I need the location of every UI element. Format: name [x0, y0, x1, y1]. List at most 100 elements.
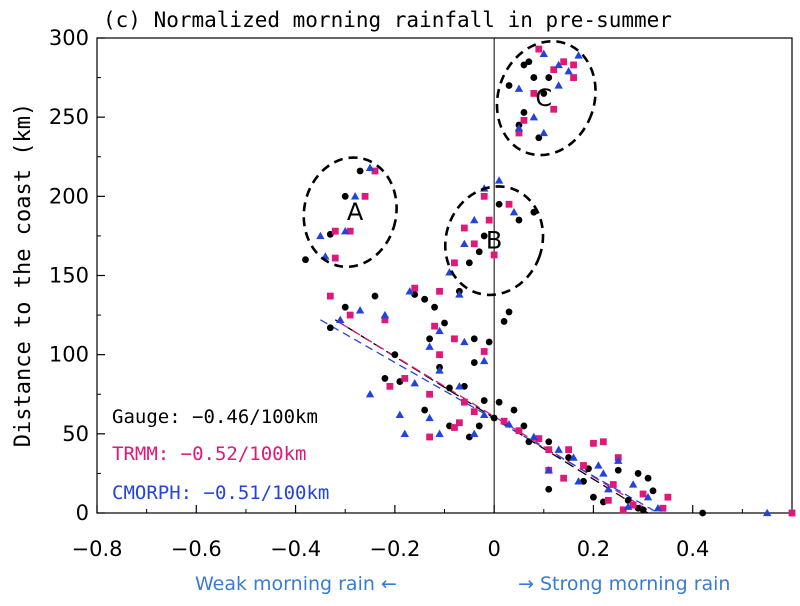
- point-cmorph: [628, 480, 638, 488]
- point-cmorph: [643, 492, 653, 501]
- point-gauge: [495, 200, 503, 208]
- point-trmm: [535, 45, 543, 53]
- cluster-ellipse-c: [495, 39, 597, 157]
- point-trmm: [560, 474, 568, 482]
- point-trmm: [788, 509, 796, 517]
- point-gauge: [614, 466, 622, 474]
- point-gauge: [515, 216, 523, 224]
- point-trmm: [460, 398, 468, 406]
- point-gauge: [530, 74, 538, 81]
- point-gauge: [302, 256, 309, 264]
- point-trmm: [460, 224, 468, 232]
- point-gauge: [480, 232, 488, 240]
- point-trmm: [560, 58, 568, 66]
- chart-title: (c) Normalized morning rainfall in pre-s…: [103, 8, 672, 32]
- point-gauge: [490, 414, 498, 422]
- point-gauge: [426, 335, 434, 343]
- point-trmm: [451, 424, 458, 431]
- point-trmm: [565, 446, 573, 454]
- y-tick-label: 250: [49, 105, 89, 129]
- point-trmm: [580, 462, 587, 469]
- point-cmorph: [400, 429, 409, 437]
- point-cmorph: [574, 51, 583, 59]
- point-cmorph: [544, 466, 553, 474]
- point-trmm: [619, 506, 627, 514]
- point-cmorph: [336, 315, 345, 323]
- point-trmm: [381, 316, 389, 324]
- point-trmm: [639, 490, 647, 498]
- point-cmorph: [350, 192, 360, 200]
- point-trmm: [426, 433, 434, 441]
- point-gauge: [545, 438, 553, 446]
- point-cmorph: [594, 461, 603, 469]
- point-cmorph: [494, 176, 504, 184]
- point-trmm: [535, 435, 543, 442]
- point-trmm: [426, 390, 434, 398]
- point-cmorph: [341, 226, 350, 235]
- point-trmm: [550, 66, 558, 74]
- point-gauge: [341, 303, 349, 311]
- point-gauge: [326, 324, 334, 332]
- point-trmm: [470, 408, 478, 416]
- point-cmorph: [539, 128, 548, 137]
- x-tick-label: −0.8: [72, 537, 123, 561]
- point-gauge: [634, 470, 642, 477]
- point-gauge: [356, 167, 364, 175]
- point-trmm: [346, 227, 354, 235]
- point-trmm: [570, 61, 577, 69]
- legend-cmorph: CMORPH: −0.51/100km: [112, 482, 329, 504]
- point-trmm: [346, 311, 354, 319]
- point-trmm: [411, 284, 419, 292]
- point-cmorph: [504, 420, 514, 428]
- point-trmm: [599, 438, 607, 446]
- cluster-label-c: C: [535, 84, 552, 112]
- point-cmorph: [480, 356, 489, 365]
- point-trmm: [386, 382, 394, 390]
- point-trmm: [505, 200, 513, 208]
- y-tick-label: 150: [49, 264, 89, 288]
- x-tick-label: 0.4: [676, 537, 709, 561]
- point-gauge: [475, 248, 483, 256]
- point-cmorph: [554, 445, 563, 453]
- x-tick-label: −0.2: [369, 537, 420, 561]
- point-cmorph: [395, 410, 405, 418]
- point-trmm: [470, 240, 478, 248]
- point-cmorph: [539, 49, 548, 57]
- point-gauge: [510, 406, 518, 414]
- legend: Gauge: −0.46/100km TRMM: −0.52/100km CMO…: [112, 406, 329, 504]
- point-gauge: [520, 109, 528, 116]
- cluster-label-a: A: [347, 198, 364, 226]
- point-gauge: [525, 58, 533, 66]
- point-gauge: [495, 398, 503, 406]
- point-gauge: [545, 485, 553, 493]
- trend-line-cmorph: [320, 319, 659, 514]
- point-gauge: [590, 493, 597, 501]
- point-cmorph: [564, 67, 573, 75]
- point-gauge: [649, 487, 657, 495]
- point-gauge: [421, 406, 429, 414]
- plot-area: A B C: [96, 37, 796, 517]
- point-cmorph: [425, 342, 434, 350]
- point-trmm: [431, 322, 438, 330]
- point-gauge: [371, 292, 379, 300]
- point-gauge: [341, 192, 349, 200]
- point-cmorph: [470, 429, 479, 437]
- point-trmm: [455, 419, 463, 427]
- point-trmm: [609, 481, 617, 488]
- point-trmm: [371, 167, 379, 175]
- cluster-label-b: B: [486, 227, 502, 255]
- point-gauge: [699, 509, 707, 517]
- point-cmorph: [653, 504, 663, 512]
- point-trmm: [480, 192, 488, 200]
- point-trmm: [520, 116, 528, 124]
- point-gauge: [470, 359, 478, 366]
- y-tick-label: 50: [62, 422, 89, 446]
- point-gauge: [446, 384, 453, 392]
- point-trmm: [361, 192, 369, 200]
- reference-lines: [97, 38, 792, 514]
- point-trmm: [436, 287, 443, 295]
- point-cmorph: [514, 124, 524, 132]
- point-cmorph: [460, 239, 469, 247]
- point-trmm: [331, 227, 339, 235]
